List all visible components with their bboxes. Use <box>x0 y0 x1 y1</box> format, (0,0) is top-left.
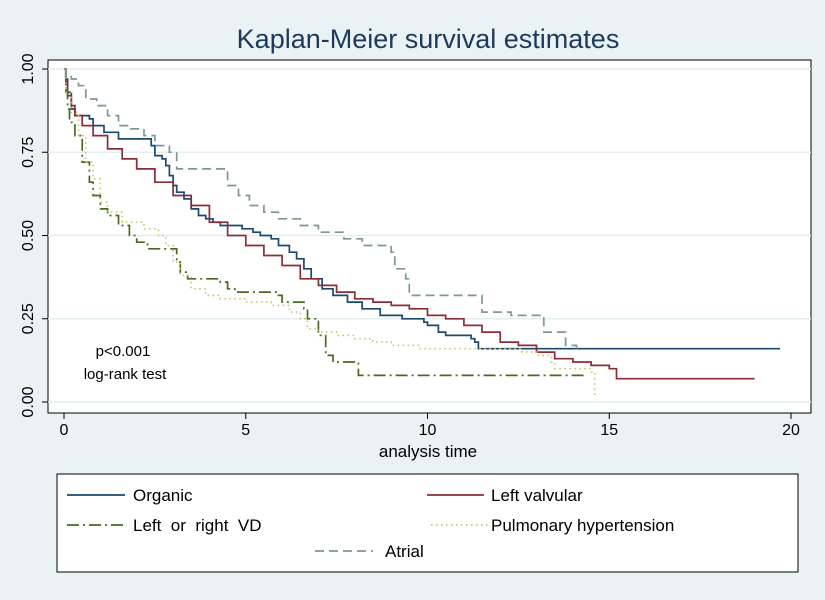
legend: Organic Left valvular Left or right VD Pulm… <box>56 473 799 573</box>
y-tick-label: 1.00 <box>20 53 37 84</box>
x-axis-title: analysis time <box>379 442 477 461</box>
y-tick-label: 0.00 <box>20 386 37 417</box>
x-tick-label: 5 <box>241 422 250 439</box>
y-tick-label: 0.50 <box>20 220 37 251</box>
plot-background <box>47 59 812 414</box>
test-name-annotation: log-rank test <box>84 366 167 383</box>
legend-label: Left valvular <box>491 486 583 505</box>
chart-title: Kaplan-Meier survival estimates <box>237 24 620 54</box>
series-line-4 <box>64 68 578 349</box>
x-tick-label: 10 <box>419 422 437 439</box>
plot-area: 0.00 0.25 0.50 0.75 1.00 0 5 10 15 20 p<0.001 log… <box>20 53 812 439</box>
series-line-1 <box>64 68 755 380</box>
x-tick-label: 20 <box>782 422 800 439</box>
x-tick-label: 0 <box>60 422 69 439</box>
legend-label: Left or right VD <box>133 516 262 535</box>
y-tick-label: 0.25 <box>20 303 37 334</box>
legend-label: Pulmonary hypertension <box>491 516 674 535</box>
legend-label: Organic <box>133 486 193 505</box>
legend-box <box>56 473 799 573</box>
series-line-0 <box>64 68 781 350</box>
series-line-2 <box>64 68 588 377</box>
p-value-annotation: p<0.001 <box>96 343 151 360</box>
y-tick-label: 0.75 <box>20 137 37 168</box>
legend-label: Atrial <box>385 542 424 561</box>
x-tick-label: 15 <box>600 422 618 439</box>
